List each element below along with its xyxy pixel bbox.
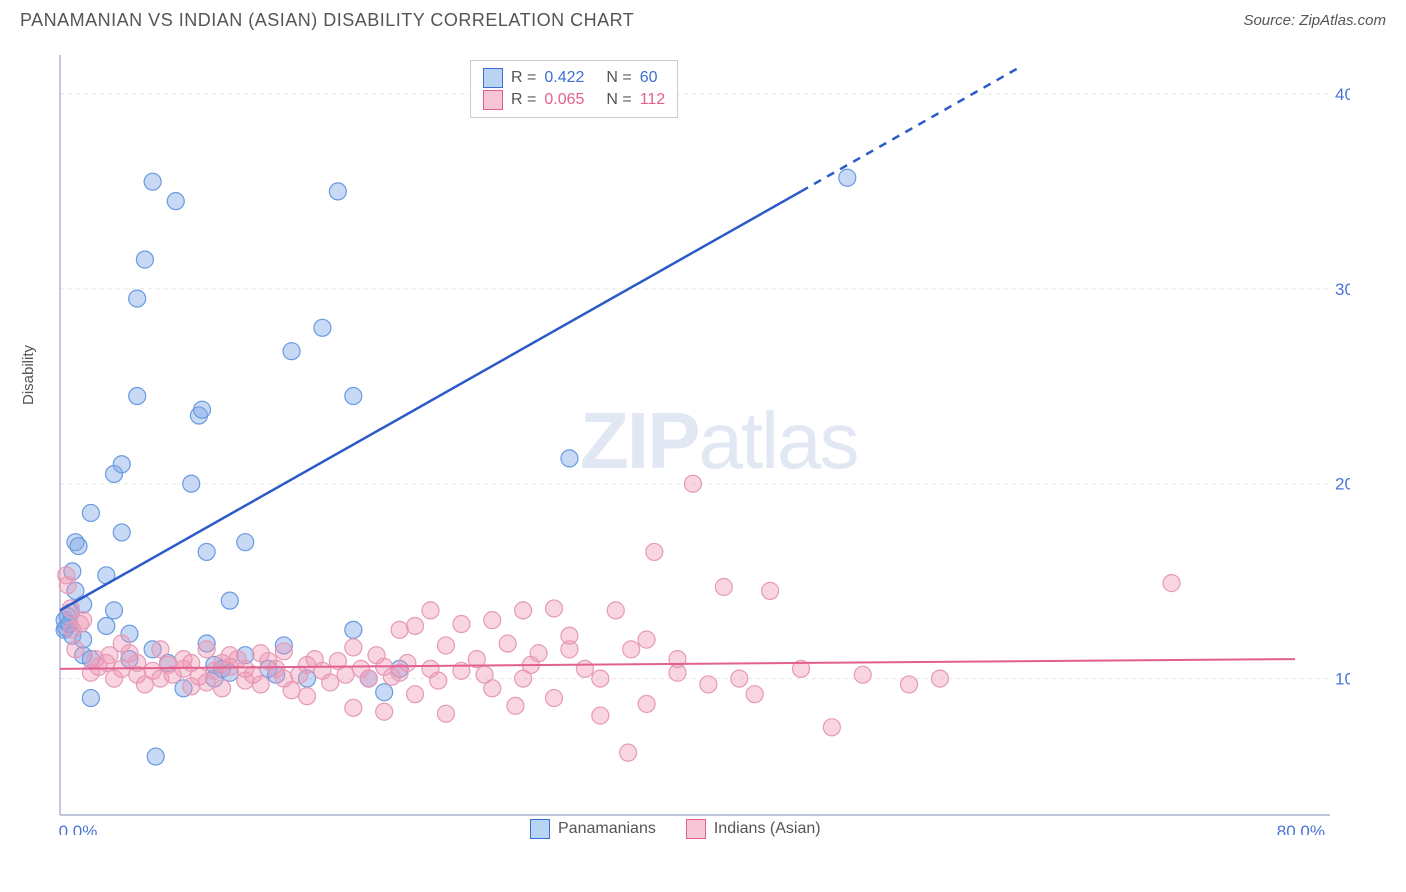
legend-n-value: 60	[640, 67, 658, 89]
source-label: Source: ZipAtlas.com	[1243, 12, 1386, 29]
svg-text:20.0%: 20.0%	[1335, 475, 1350, 494]
y-axis-label: Disability	[20, 345, 37, 405]
legend-top-row: R = 0.065 N = 112	[483, 89, 665, 111]
legend-swatch	[686, 819, 706, 839]
legend-n-label: N =	[606, 67, 631, 89]
svg-text:80.0%: 80.0%	[1277, 822, 1325, 835]
svg-text:40.0%: 40.0%	[1335, 85, 1350, 104]
legend-swatch	[483, 68, 503, 88]
legend-r-value: 0.422	[544, 67, 598, 89]
legend-swatch	[530, 819, 550, 839]
legend-top: R = 0.422 N = 60 R = 0.065 N = 112	[470, 60, 678, 118]
legend-bottom-item: Panamanians	[530, 819, 656, 839]
legend-r-label: R =	[511, 67, 536, 89]
legend-bottom-item: Indians (Asian)	[686, 819, 821, 839]
chart-area: Disability 10.0%20.0%30.0%40.0%0.0%80.0%…	[50, 55, 1350, 835]
svg-text:0.0%: 0.0%	[59, 822, 98, 835]
legend-r-label: R =	[511, 89, 536, 111]
legend-n-value: 112	[640, 89, 666, 111]
svg-text:10.0%: 10.0%	[1335, 670, 1350, 689]
legend-r-value: 0.065	[544, 89, 598, 111]
scatter-plot: 10.0% 20.0% 30.0% 40.0% 0.0% 80.0%	[50, 55, 1350, 835]
svg-text:30.0%: 30.0%	[1335, 280, 1350, 299]
legend-bottom: Panamanians Indians (Asian)	[530, 819, 821, 839]
chart-title: PANAMANIAN VS INDIAN (ASIAN) DISABILITY …	[20, 10, 634, 31]
legend-swatch	[483, 90, 503, 110]
legend-n-label: N =	[606, 89, 631, 111]
legend-series-label: Panamanians	[558, 820, 656, 838]
legend-series-label: Indians (Asian)	[714, 820, 821, 838]
legend-top-row: R = 0.422 N = 60	[483, 67, 665, 89]
